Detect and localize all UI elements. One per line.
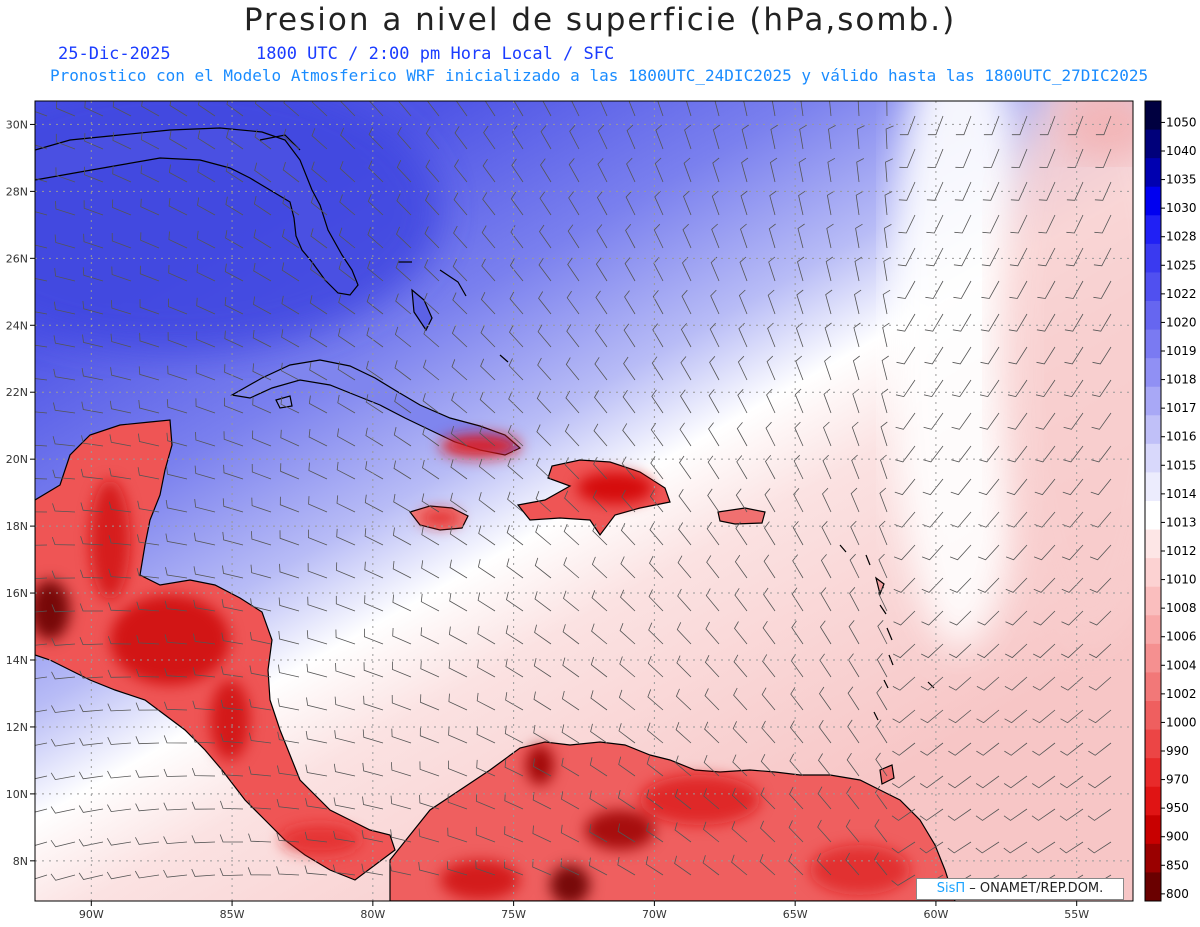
colorbar-swatch	[1145, 501, 1161, 531]
colorbar-swatch	[1145, 101, 1161, 131]
colorbar-label: 1035	[1166, 173, 1197, 187]
colorbar-label: 1019	[1166, 344, 1197, 358]
forecast-time: 1800 UTC / 2:00 pm Hora Local / SFC	[256, 44, 615, 64]
colorbar-label: 1010	[1166, 573, 1197, 587]
colorbar-swatch	[1145, 815, 1161, 845]
colorbar-label: 1017	[1166, 401, 1197, 415]
credit-text: – ONAMET/REP.DOM.	[965, 881, 1104, 896]
lat-label: 22N	[6, 386, 28, 399]
colorbar-label: 1016	[1166, 430, 1197, 444]
lon-label: 85W	[220, 908, 245, 921]
colorbar-swatch	[1145, 243, 1161, 273]
colorbar-swatch	[1145, 758, 1161, 788]
colorbar-label: 1040	[1166, 144, 1197, 158]
forecast-description: Pronostico con el Modelo Atmosferico WRF…	[50, 66, 1149, 85]
map-frame	[34, 100, 1134, 902]
colorbar-swatch	[1145, 272, 1161, 302]
colorbar-label: 800	[1166, 887, 1189, 901]
lat-label: 24N	[6, 319, 28, 332]
lat-label: 14N	[6, 654, 28, 667]
colorbar-label: 1002	[1166, 687, 1197, 701]
lat-label: 18N	[6, 520, 28, 533]
colorbar-swatch	[1145, 186, 1161, 216]
lon-label: 60W	[923, 908, 948, 921]
lat-label: 26N	[6, 252, 28, 265]
colorbar-swatch	[1145, 329, 1161, 359]
lat-label: 20N	[6, 453, 28, 466]
lon-label: 55W	[1064, 908, 1089, 921]
colorbar-label: 1025	[1166, 258, 1197, 272]
colorbar-label: 900	[1166, 830, 1189, 844]
colorbar-label: 990	[1166, 744, 1189, 758]
colorbar-label: 1028	[1166, 230, 1197, 244]
lat-label: 10N	[6, 788, 28, 801]
colorbar-label: 1030	[1166, 201, 1197, 215]
colorbar-swatch	[1145, 786, 1161, 816]
colorbar-swatch	[1145, 415, 1161, 445]
colorbar: 1050 1040 1035 1030 1028 1025 1022 1020 1019 1018…	[1144, 100, 1197, 902]
forecast-date: 25-Dic-2025	[58, 44, 171, 64]
lat-label: 28N	[6, 185, 28, 198]
colorbar-swatch	[1145, 643, 1161, 673]
east-low-area	[1000, 101, 1133, 650]
colorbar-label: 1014	[1166, 487, 1197, 501]
colorbar-label: 1020	[1166, 315, 1197, 329]
lat-label: 30N	[6, 118, 28, 131]
colorbar-label: 1012	[1166, 544, 1197, 558]
sispi-logo: SisΠ	[936, 881, 966, 896]
colorbar-swatch	[1145, 586, 1161, 616]
lon-label: 70W	[642, 908, 667, 921]
colorbar-swatch	[1145, 872, 1161, 902]
colorbar-label: 1006	[1166, 630, 1197, 644]
lon-label: 75W	[501, 908, 526, 921]
lon-label: 90W	[79, 908, 104, 921]
colorbar-label: 1050	[1166, 115, 1197, 129]
latitude-labels: 30N 28N 26N 24N 22N 20N 18N 16N 14N 12N 10N 8N	[6, 118, 35, 868]
colorbar-swatch	[1145, 129, 1161, 159]
lat-label: 8N	[13, 855, 28, 868]
colorbar-label: 850	[1166, 858, 1189, 872]
colorbar-swatch	[1145, 301, 1161, 331]
lat-label: 12N	[6, 721, 28, 734]
colorbar-swatch	[1145, 729, 1161, 759]
colorbar-swatch	[1145, 529, 1161, 559]
colorbar-swatch	[1145, 701, 1161, 731]
colorbar-swatch	[1145, 615, 1161, 645]
colorbar-swatch	[1145, 672, 1161, 702]
credit-box: SisΠ – ONAMET/REP.DOM.	[916, 878, 1124, 900]
colorbar-label: 1018	[1166, 373, 1197, 387]
colorbar-label: 1022	[1166, 287, 1197, 301]
colorbar-swatch	[1145, 386, 1161, 416]
colorbar-swatch	[1145, 443, 1161, 473]
graticule	[35, 101, 1133, 901]
lat-label: 16N	[6, 587, 28, 600]
colorbar-label: 1008	[1166, 601, 1197, 615]
colorbar-label: 1000	[1166, 715, 1197, 729]
lon-label: 80W	[360, 908, 385, 921]
colorbar-swatch	[1145, 215, 1161, 245]
ridge-area	[890, 101, 1030, 650]
colorbar-label: 1015	[1166, 458, 1197, 472]
colorbar-swatch	[1145, 472, 1161, 502]
longitude-labels: 90W 85W 80W 75W 70W 65W 60W 55W	[79, 901, 1089, 921]
wind-barbs	[35, 101, 1112, 886]
colorbar-label: 950	[1166, 801, 1189, 815]
chart-title: Presion a nivel de superficie (hPa,somb.…	[243, 2, 957, 38]
colorbar-swatch	[1145, 158, 1161, 188]
colorbar-swatch	[1145, 843, 1161, 873]
colorbar-label: 970	[1166, 773, 1189, 787]
colorbar-label: 1013	[1166, 515, 1197, 529]
colorbar-swatch	[1145, 358, 1161, 388]
colorbar-label: 1004	[1166, 658, 1197, 672]
lon-label: 65W	[783, 908, 808, 921]
colorbar-swatch	[1145, 558, 1161, 588]
